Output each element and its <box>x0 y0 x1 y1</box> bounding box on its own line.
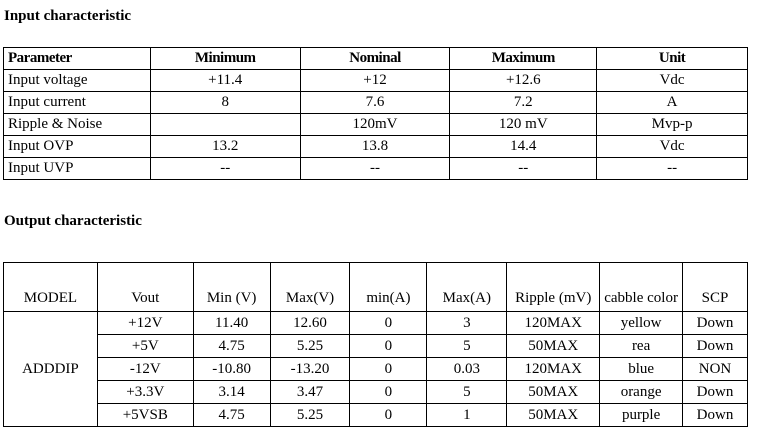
header-cell: Minimum <box>149 47 301 70</box>
table-cell: purple <box>599 403 684 427</box>
table-cell: +12V <box>96 311 194 335</box>
table-cell: 5.25 <box>269 334 351 358</box>
table-cell: -- <box>299 157 451 180</box>
table-row: Ripple & Noise 120mV 120 mV Mvp-p <box>3 113 748 136</box>
table-cell: Input current <box>3 91 151 114</box>
table-row: +3.3V 3.14 3.47 0 5 50MAX orange Down <box>4 380 748 404</box>
section-title: Output characteristic <box>4 213 142 229</box>
table-cell <box>149 113 301 136</box>
header-row: MODEL Vout Min (V) Max(V) min(A) Max(A) Ripple… <box>3 262 748 312</box>
header-cell: MODEL <box>3 262 98 312</box>
table-cell: +5VSB <box>96 403 194 427</box>
table-cell: 50MAX <box>506 403 601 427</box>
table-cell: Vdc <box>596 135 748 158</box>
model-cell: ADDDIP <box>3 311 98 427</box>
table-cell: 3.14 <box>192 380 271 404</box>
header-cell: SCP <box>682 262 748 312</box>
table-cell: NON <box>682 357 748 381</box>
table-cell: -- <box>149 157 301 180</box>
table-cell: 7.2 <box>449 91 598 114</box>
table-cell: Down <box>682 311 748 335</box>
input-table: Parameter Minimum Nominal Maximum Unit Input … <box>3 47 748 180</box>
table-cell: blue <box>599 357 684 381</box>
table-cell: -10.80 <box>192 357 271 381</box>
table-cell: 4.75 <box>192 334 271 358</box>
table-row: +5V 4.75 5.25 0 5 50MAX rea Down <box>4 334 748 358</box>
header-cell: Max(A) <box>426 262 508 312</box>
table-cell: 14.4 <box>449 135 598 158</box>
table-cell: 5 <box>426 380 508 404</box>
table-cell: 3 <box>426 311 508 335</box>
table-cell: Ripple & Noise <box>3 113 151 136</box>
table-cell: rea <box>599 334 684 358</box>
header-cell: Vout <box>96 262 194 312</box>
table-cell: -12V <box>96 357 194 381</box>
header-cell: Parameter <box>3 47 151 70</box>
table-cell: Input OVP <box>3 135 151 158</box>
table-cell: +12 <box>299 69 451 92</box>
table-row: Input current 8 7.6 7.2 A <box>3 91 748 114</box>
table-cell: -- <box>449 157 598 180</box>
table-cell: 120MAX <box>506 311 601 335</box>
table-cell: Input voltage <box>3 69 151 92</box>
header-cell: Ripple (mV) <box>506 262 601 312</box>
table-cell: orange <box>599 380 684 404</box>
table-row: Input voltage +11.4 +12 +12.6 Vdc <box>3 69 748 92</box>
table-cell: 5.25 <box>269 403 351 427</box>
header-row: Parameter Minimum Nominal Maximum Unit <box>3 47 748 70</box>
table-cell: 8 <box>149 91 301 114</box>
table-row: Input UVP -- -- -- -- <box>3 157 748 180</box>
header-cell: min(A) <box>349 262 428 312</box>
header-cell: Max(V) <box>269 262 351 312</box>
table-cell: 4.75 <box>192 403 271 427</box>
table-cell: 5 <box>426 334 508 358</box>
table-cell: 0 <box>349 380 428 404</box>
output-table: MODEL Vout Min (V) Max(V) min(A) Max(A) Ripple… <box>3 262 748 427</box>
table-cell: +3.3V <box>96 380 194 404</box>
table-cell: 11.40 <box>192 311 271 335</box>
table-cell: 50MAX <box>506 380 601 404</box>
table-cell: +5V <box>96 334 194 358</box>
table-cell: Input UVP <box>3 157 151 180</box>
table-cell: 12.60 <box>269 311 351 335</box>
table-cell: A <box>596 91 748 114</box>
table-cell: 13.8 <box>299 135 451 158</box>
table-cell: +12.6 <box>449 69 598 92</box>
table-cell: 120MAX <box>506 357 601 381</box>
header-cell: cabble color <box>599 262 684 312</box>
table-row: -12V -10.80 -13.20 0 0.03 120MAX blue NON <box>4 357 748 381</box>
table-cell: 120mV <box>299 113 451 136</box>
header-cell: Maximum <box>449 47 598 70</box>
header-cell: Min (V) <box>192 262 271 312</box>
table-row: Input OVP 13.2 13.8 14.4 Vdc <box>3 135 748 158</box>
table-cell: Down <box>682 380 748 404</box>
table-cell: -- <box>596 157 748 180</box>
table-cell: 0 <box>349 334 428 358</box>
header-cell: Nominal <box>299 47 451 70</box>
table-cell: Mvp-p <box>596 113 748 136</box>
table-cell: 0.03 <box>426 357 508 381</box>
table-cell: Down <box>682 334 748 358</box>
header-cell: Unit <box>596 47 748 70</box>
table-cell: 13.2 <box>149 135 301 158</box>
table-cell: 50MAX <box>506 334 601 358</box>
section-title: Input characteristic <box>4 8 132 24</box>
table-cell: 7.6 <box>299 91 451 114</box>
table-cell: -13.20 <box>269 357 351 381</box>
table-cell: Down <box>682 403 748 427</box>
table-cell: 0 <box>349 311 428 335</box>
table-cell: 0 <box>349 357 428 381</box>
table-row: ADDDIP +12V 11.40 12.60 0 3 120MAX yellow Down <box>3 311 748 427</box>
table-cell: +11.4 <box>149 69 301 92</box>
table-cell: 3.47 <box>269 380 351 404</box>
table-cell: 120 mV <box>449 113 598 136</box>
table-row: +5VSB 4.75 5.25 0 1 50MAX purple Down <box>4 403 748 427</box>
table-cell: 0 <box>349 403 428 427</box>
table-cell: yellow <box>599 311 684 335</box>
table-cell: Vdc <box>596 69 748 92</box>
table-cell: 1 <box>426 403 508 427</box>
